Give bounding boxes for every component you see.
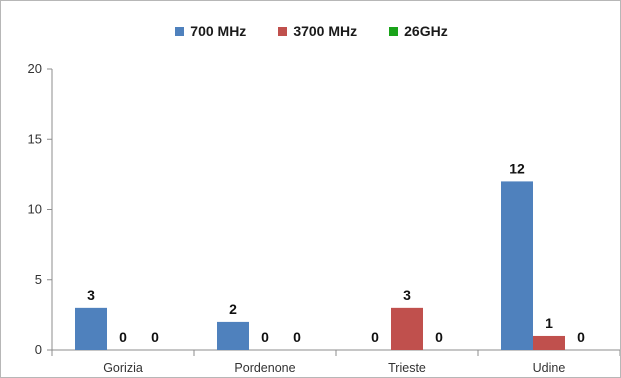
- y-tick-label: 20: [28, 61, 42, 76]
- y-tick-label: 0: [35, 342, 42, 357]
- data-label: 12: [509, 160, 525, 176]
- x-tick-label: Trieste: [388, 361, 426, 375]
- y-tick-label: 5: [35, 272, 42, 287]
- x-tick-label: Udine: [533, 361, 566, 375]
- legend-item-3700mhz: 3700 MHz: [278, 23, 357, 39]
- legend-swatch-3700mhz: [278, 26, 288, 36]
- bar: [533, 335, 565, 350]
- bars: [75, 181, 565, 350]
- data-label: 1: [545, 315, 553, 331]
- bar: [391, 307, 423, 350]
- data-label: 0: [371, 329, 379, 345]
- data-label: 0: [435, 329, 443, 345]
- y-tick-label: 15: [28, 131, 42, 146]
- data-label: 0: [293, 329, 301, 345]
- data-labels: 3 2 0 12 0 0 3 1 0 0 0 0: [87, 160, 585, 345]
- bar: [217, 321, 249, 350]
- legend-label-700mhz: 700 MHz: [190, 23, 247, 39]
- legend-swatch-26ghz: [389, 26, 399, 36]
- data-label: 3: [87, 287, 95, 303]
- data-label: 3: [403, 287, 411, 303]
- x-tick-label: Gorizia: [103, 361, 143, 375]
- legend-label-26ghz: 26GHz: [404, 23, 448, 39]
- legend-swatch-700mhz: [175, 26, 185, 36]
- data-label: 0: [151, 329, 159, 345]
- legend: 700 MHz 3700 MHz 26GHz: [1, 23, 621, 39]
- bar: [501, 181, 533, 350]
- data-label: 2: [229, 301, 237, 317]
- legend-label-3700mhz: 3700 MHz: [293, 23, 358, 39]
- data-label: 0: [261, 329, 269, 345]
- data-label: 0: [119, 329, 127, 345]
- legend-item-700mhz: 700 MHz: [175, 23, 246, 39]
- y-tick-label: 10: [28, 202, 42, 217]
- data-label: 0: [577, 329, 585, 345]
- x-tick-label: Pordenone: [234, 361, 295, 375]
- bar: [75, 307, 107, 350]
- legend-item-26ghz: 26GHz: [389, 23, 448, 39]
